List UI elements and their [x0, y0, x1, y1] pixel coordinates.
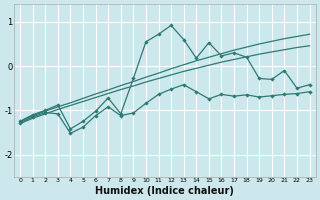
X-axis label: Humidex (Indice chaleur): Humidex (Indice chaleur)	[95, 186, 234, 196]
